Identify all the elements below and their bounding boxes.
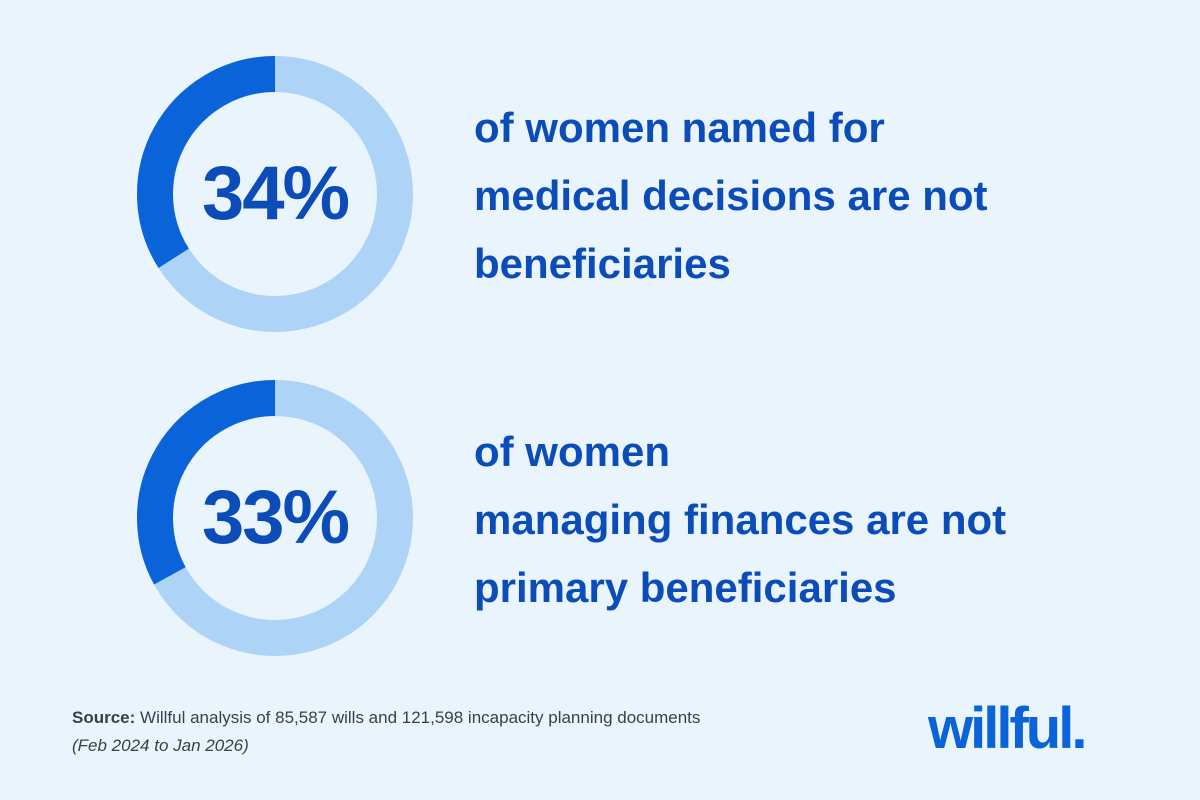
donut-chart: 34% — [135, 54, 415, 334]
source-note: Source: Willful analysis of 85,587 wills… — [72, 704, 872, 760]
stat-caption-line: of women — [474, 428, 670, 475]
donut-value-label: 33% — [201, 475, 350, 560]
donut-highlight-arc — [137, 56, 276, 268]
stat-managing-finances: 33% of women managing finances are not p… — [0, 378, 1200, 658]
stat-caption-line: beneficiaries — [474, 240, 731, 287]
stat-caption: of women named for medical decisions are… — [474, 94, 1114, 298]
donut-chart: 33% — [135, 378, 415, 658]
donut-chart-svg — [137, 56, 413, 332]
stat-medical-decisions: 34% of women named for medical decisions… — [0, 54, 1200, 334]
source-label: Source: — [72, 708, 136, 727]
willful-logo: willful. — [928, 696, 1087, 761]
donut-value-label: 34% — [201, 151, 350, 236]
donut-chart-svg — [137, 380, 413, 656]
stat-caption-line: primary beneficiaries — [474, 564, 897, 611]
stat-caption-line: of women named for — [474, 104, 885, 151]
stat-caption: of women managing finances are not prima… — [474, 418, 1114, 622]
stat-caption-line: medical decisions are not — [474, 172, 988, 219]
source-period: (Feb 2024 to Jan 2026) — [72, 736, 249, 755]
stat-caption-line: managing finances are not — [474, 496, 1007, 543]
source-text: Willful analysis of 85,587 wills and 121… — [135, 708, 701, 727]
donut-highlight-arc — [137, 380, 276, 585]
